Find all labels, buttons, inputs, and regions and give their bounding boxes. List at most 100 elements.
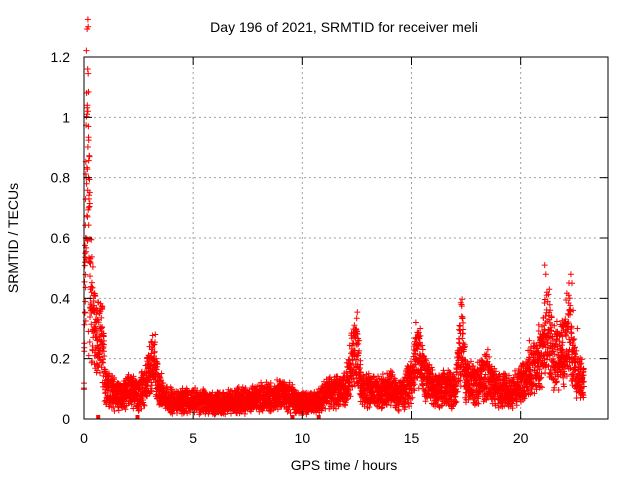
data-point — [86, 192, 92, 199]
data-point — [94, 367, 101, 374]
y-axis-label: SRMTID / TECUs — [5, 183, 21, 293]
data-point — [411, 381, 418, 388]
data-point — [379, 371, 386, 378]
data-point — [87, 273, 93, 280]
data-point — [354, 331, 361, 338]
x-tick-label: 15 — [404, 430, 420, 446]
data-point — [152, 339, 158, 346]
data-point — [416, 339, 423, 346]
data-point — [259, 407, 266, 414]
data-point — [102, 366, 109, 373]
data-point — [152, 331, 159, 338]
data-point — [88, 283, 95, 290]
data-point — [330, 405, 337, 412]
data-point — [84, 111, 91, 118]
data-point — [84, 166, 91, 173]
y-tick-label: 1.2 — [51, 49, 71, 65]
data-point — [352, 334, 359, 341]
data-point — [128, 401, 135, 408]
y-tick-label: 0.6 — [51, 230, 71, 246]
data-point — [93, 311, 100, 318]
data-point — [423, 357, 430, 364]
x-tick-label: 5 — [189, 430, 197, 446]
data-point — [84, 144, 91, 150]
data-point — [349, 357, 356, 364]
data-point — [130, 405, 137, 412]
data-point — [88, 253, 95, 260]
data-point — [87, 314, 93, 320]
data-point — [383, 401, 390, 408]
data-point — [415, 385, 422, 392]
data-point — [395, 407, 402, 414]
gap-marker — [316, 415, 321, 419]
data-point — [94, 330, 101, 336]
data-point — [417, 332, 424, 339]
data-point — [88, 279, 95, 286]
data-point — [98, 314, 105, 321]
data-point — [378, 405, 385, 412]
y-tick-label: 0 — [62, 411, 70, 427]
data-point — [402, 404, 409, 411]
data-point — [82, 309, 88, 316]
data-point — [354, 309, 361, 316]
data-point — [106, 371, 113, 378]
gap-marker — [96, 415, 101, 419]
x-tick-label: 20 — [513, 430, 529, 446]
data-point — [411, 387, 418, 394]
data-point — [387, 368, 394, 374]
data-point — [160, 380, 167, 386]
grid-layer — [84, 57, 608, 419]
y-tick-label: 0.8 — [51, 170, 71, 186]
data-point — [350, 364, 357, 371]
data-point — [347, 387, 354, 393]
x-axis-label: GPS time / hours — [291, 457, 398, 473]
data-point — [410, 386, 417, 392]
data-point — [85, 70, 92, 77]
data-point — [83, 47, 90, 54]
data-point — [184, 410, 191, 417]
data-point — [90, 306, 97, 312]
gap-marker — [290, 415, 295, 419]
data-point — [137, 400, 144, 407]
data-point — [169, 386, 175, 393]
data-point — [85, 222, 92, 229]
data-point — [111, 408, 118, 414]
data-point — [354, 341, 360, 348]
data-point — [158, 370, 165, 377]
data-point — [101, 353, 108, 359]
data-point — [351, 322, 358, 329]
data-point — [87, 260, 94, 267]
y-tick-label: 0.4 — [51, 290, 71, 306]
data-point — [419, 342, 426, 349]
data-point — [86, 200, 93, 207]
data-point — [285, 407, 292, 413]
data-point — [89, 263, 96, 270]
data-point — [100, 341, 107, 348]
data-point — [365, 370, 372, 377]
data-point — [97, 370, 103, 376]
data-point — [84, 16, 91, 23]
data-point — [147, 361, 154, 368]
data-point — [402, 398, 408, 405]
data-point — [147, 388, 154, 395]
data-point — [411, 363, 418, 369]
data-point — [99, 304, 106, 310]
data-point — [148, 382, 155, 389]
data-point — [88, 321, 95, 328]
data-point — [222, 411, 229, 418]
data-point — [86, 189, 93, 196]
chart-title: Day 196 of 2021, SRMTID for receiver mel… — [210, 19, 478, 35]
data-point — [357, 361, 364, 368]
data-point — [287, 410, 294, 417]
data-point — [169, 410, 176, 417]
data-point — [408, 400, 414, 407]
data-point — [156, 381, 163, 388]
data-point — [409, 394, 416, 401]
data-point — [94, 316, 101, 323]
data-point — [336, 376, 343, 383]
data-points-layer — [81, 16, 587, 418]
data-point — [351, 378, 358, 385]
data-point — [140, 401, 147, 408]
data-point — [148, 387, 155, 394]
